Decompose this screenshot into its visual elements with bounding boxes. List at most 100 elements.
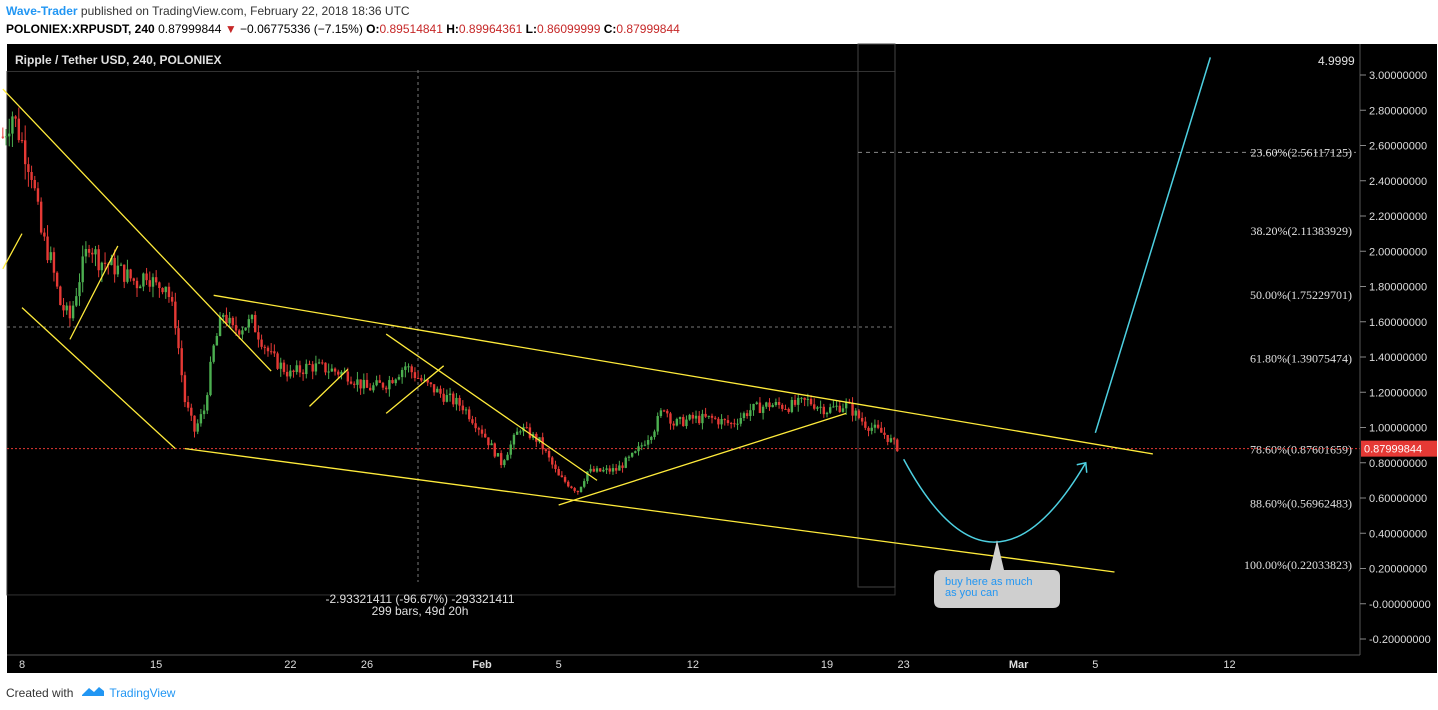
candle-body <box>65 305 68 311</box>
candle-body <box>876 424 880 428</box>
candle-body <box>14 116 17 119</box>
high-value: 0.89964361 <box>458 22 523 36</box>
candle-body <box>71 305 75 319</box>
candle-body <box>896 439 899 452</box>
candle-body <box>206 395 209 411</box>
fib-level-label: 88.60%(0.56962483) <box>1250 496 1352 510</box>
candle-body <box>755 402 758 404</box>
candle-body <box>333 368 337 372</box>
candle-body <box>164 286 167 293</box>
candle-body <box>282 362 286 372</box>
close-label: C: <box>603 22 617 36</box>
candle-body <box>583 481 586 487</box>
candle-body <box>490 443 493 446</box>
candle-body <box>758 402 762 413</box>
price-tick-label: -0.00000000 <box>1369 599 1431 611</box>
candle-body <box>308 363 311 365</box>
candle-body <box>551 457 554 465</box>
candle-body <box>717 418 720 425</box>
candle-body <box>525 427 528 429</box>
candle-body <box>75 296 78 306</box>
price-tick-label: 1.60000000 <box>1369 317 1427 329</box>
high-label: H: <box>446 22 459 36</box>
candle-body <box>637 446 640 452</box>
candle-body <box>158 282 161 289</box>
candle-body <box>605 468 608 470</box>
candle-body <box>806 398 810 400</box>
candle-body <box>519 431 522 433</box>
candle-body <box>113 257 116 275</box>
candle-body <box>506 454 509 461</box>
candle-body <box>353 383 356 385</box>
candle-body <box>30 172 33 180</box>
candle-body <box>407 366 410 368</box>
candle-body <box>586 471 589 482</box>
candle-body <box>739 418 742 424</box>
candle-body <box>701 413 704 424</box>
fib-level-label: 100.00%(0.22033823) <box>1244 558 1352 572</box>
candle-body <box>567 481 570 487</box>
candle-body <box>228 317 231 324</box>
candle-body <box>298 365 302 373</box>
candle-body <box>154 277 158 283</box>
time-tick-label: 8 <box>19 659 25 671</box>
candle-body <box>659 410 663 417</box>
candle-body <box>624 457 627 468</box>
candle-body <box>49 252 52 261</box>
candle-body <box>39 201 43 233</box>
low-label: L: <box>525 22 537 36</box>
trendline <box>385 365 445 414</box>
candle-body <box>547 451 551 458</box>
trendline <box>2 233 23 270</box>
candle-body <box>557 468 560 476</box>
candle-body <box>253 314 257 333</box>
trendline <box>558 412 847 506</box>
top-right-value: 4.9999 <box>1318 54 1355 68</box>
candle-body <box>445 395 449 402</box>
candle-body <box>864 421 867 428</box>
price-axis: 3.00000000 2.80000000 2.60000000 2.40000000… <box>1359 44 1437 655</box>
candle-body <box>646 439 650 445</box>
candle-body <box>317 362 321 364</box>
measure-label: -2.93321411 (-96.67%) -293321411 299 bar… <box>325 592 514 618</box>
candle-body <box>314 363 318 372</box>
candle-body <box>123 264 126 282</box>
price-tick-label: 0.60000000 <box>1369 493 1427 505</box>
price-tick-label: 1.20000000 <box>1369 387 1427 399</box>
candle-body <box>563 477 567 482</box>
candle-body <box>813 404 816 409</box>
candle-body <box>218 316 222 336</box>
candle-body <box>170 297 174 302</box>
candle-body <box>285 371 289 377</box>
candle-body <box>707 415 711 417</box>
candle-body <box>790 399 794 412</box>
candle-body <box>643 444 647 446</box>
candle-body <box>426 379 429 383</box>
candle-body <box>598 468 602 472</box>
candle-body <box>247 319 251 328</box>
author-link[interactable]: Wave-Trader <box>6 4 78 18</box>
candle-body <box>324 362 327 373</box>
candle-body <box>493 443 496 457</box>
candle-body <box>413 372 417 378</box>
price-tick-label: 1.40000000 <box>1369 352 1427 364</box>
candle-body <box>225 314 228 324</box>
candle-body <box>410 366 413 373</box>
candle-body <box>809 398 813 405</box>
close-value: 0.87999844 <box>616 22 680 36</box>
candle-body <box>749 410 752 416</box>
candle-body <box>889 438 893 442</box>
candle-body <box>33 179 36 189</box>
trendline <box>385 333 598 481</box>
candle-body <box>857 410 861 418</box>
candle-body <box>161 288 164 293</box>
candle-body <box>330 368 334 372</box>
candle-body <box>295 365 298 372</box>
tradingview-link[interactable]: TradingView <box>109 685 176 700</box>
candle-body <box>212 345 215 362</box>
fib-level-label: 23.60%(2.56117125) <box>1250 145 1352 159</box>
candle-body <box>148 280 151 287</box>
last-value: 0.87999844 <box>158 22 222 36</box>
candle-body <box>675 419 679 426</box>
